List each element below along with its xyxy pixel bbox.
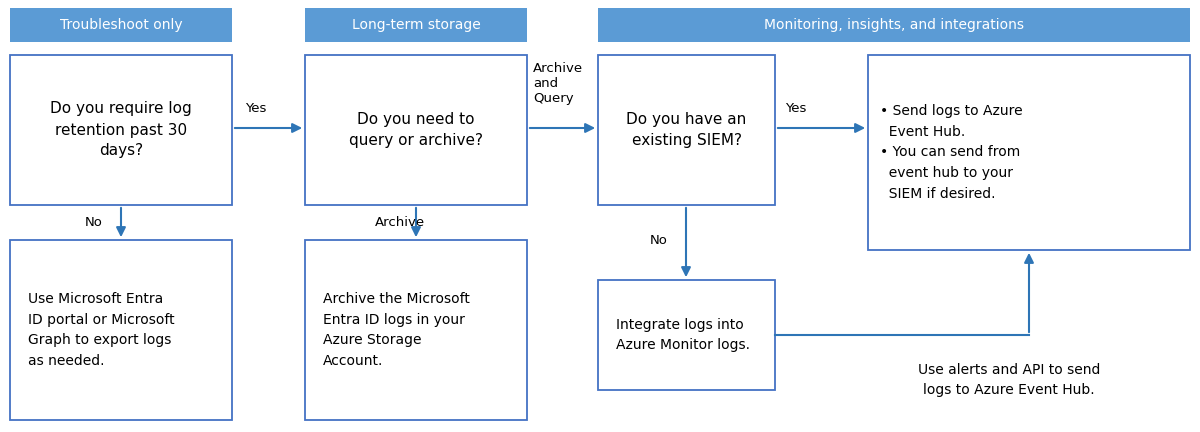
Text: Use Microsoft Entra
ID portal or Microsoft
Graph to export logs
as needed.: Use Microsoft Entra ID portal or Microso… — [28, 292, 175, 368]
Text: Long-term storage: Long-term storage — [352, 18, 480, 32]
Text: Use alerts and API to send
logs to Azure Event Hub.: Use alerts and API to send logs to Azure… — [918, 363, 1100, 397]
FancyBboxPatch shape — [10, 240, 232, 420]
Text: Yes: Yes — [785, 102, 806, 115]
FancyBboxPatch shape — [598, 8, 1190, 42]
Text: • Send logs to Azure
  Event Hub.
• You can send from
  event hub to your
  SIEM: • Send logs to Azure Event Hub. • You ca… — [880, 104, 1022, 201]
Text: No: No — [650, 234, 668, 247]
FancyBboxPatch shape — [868, 340, 1150, 420]
FancyBboxPatch shape — [305, 8, 527, 42]
FancyBboxPatch shape — [598, 55, 775, 205]
Text: Archive the Microsoft
Entra ID logs in your
Azure Storage
Account.: Archive the Microsoft Entra ID logs in y… — [323, 292, 470, 368]
Text: Monitoring, insights, and integrations: Monitoring, insights, and integrations — [764, 18, 1024, 32]
Text: Archive: Archive — [374, 216, 425, 229]
FancyBboxPatch shape — [305, 240, 527, 420]
Text: Integrate logs into
Azure Monitor logs.: Integrate logs into Azure Monitor logs. — [616, 318, 750, 353]
FancyBboxPatch shape — [10, 8, 232, 42]
Text: Do you need to
query or archive?: Do you need to query or archive? — [349, 112, 482, 148]
FancyBboxPatch shape — [598, 280, 775, 390]
Text: Yes: Yes — [245, 102, 266, 115]
Text: Troubleshoot only: Troubleshoot only — [60, 18, 182, 32]
Text: Do you require log
retention past 30
days?: Do you require log retention past 30 day… — [50, 102, 192, 159]
FancyBboxPatch shape — [10, 55, 232, 205]
Text: No: No — [85, 216, 103, 229]
FancyBboxPatch shape — [305, 55, 527, 205]
Text: Do you have an
existing SIEM?: Do you have an existing SIEM? — [626, 112, 746, 148]
Text: Archive
and
Query: Archive and Query — [533, 62, 583, 105]
FancyBboxPatch shape — [868, 55, 1190, 250]
